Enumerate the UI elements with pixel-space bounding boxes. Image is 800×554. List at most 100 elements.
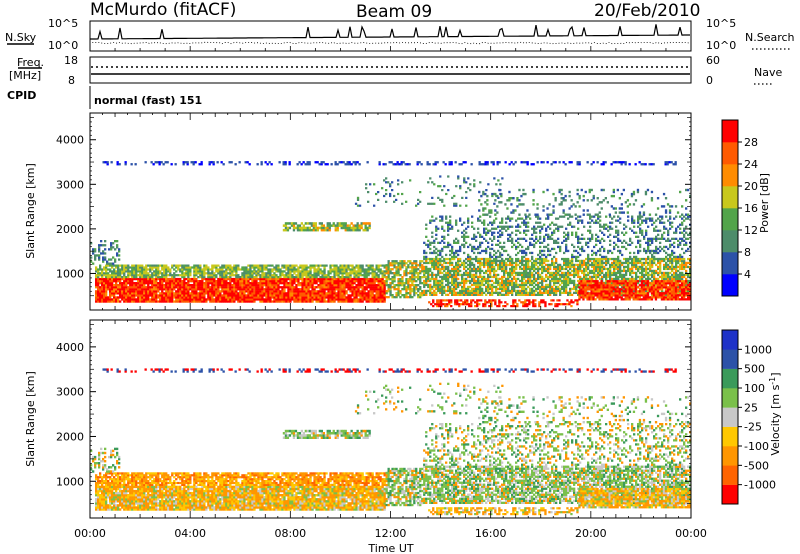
echo-cell [245, 274, 248, 277]
echo-cell [575, 287, 578, 291]
echo-cell [521, 291, 524, 294]
echo-cell [321, 294, 324, 297]
echo-cell [491, 283, 494, 287]
echo-cell [133, 264, 136, 267]
echo-cell [305, 270, 308, 273]
echo-cell [95, 294, 98, 297]
echo-cell [353, 277, 356, 281]
echo-cell [603, 257, 606, 261]
echo-cell [265, 272, 268, 275]
echo-cell [501, 259, 504, 263]
echo-cell [505, 257, 508, 261]
echo-cell [309, 292, 312, 295]
echo-cell [533, 277, 536, 281]
echo-cell [301, 280, 304, 283]
echo-cell [345, 292, 348, 295]
echo-cell [651, 269, 654, 273]
echo-cell [453, 255, 456, 259]
echo-cell [115, 277, 118, 281]
echo-cell [397, 270, 400, 273]
echo-cell [473, 283, 476, 287]
echo-cell [549, 275, 552, 279]
echo-cell [207, 290, 210, 293]
echo-cell [325, 286, 328, 289]
echo-cell [503, 275, 506, 279]
echo-cell [407, 280, 410, 283]
echo-cell [631, 263, 634, 267]
echo-cell [505, 261, 508, 265]
echo-cell [263, 292, 266, 295]
echo-cell [561, 275, 564, 279]
echo-cell [679, 289, 682, 293]
echo-cell [287, 277, 290, 281]
echo-cell [273, 286, 276, 289]
echo-cell [543, 291, 546, 294]
echo-cell [457, 273, 460, 277]
echo-cell [209, 268, 212, 271]
echo-cell [473, 293, 476, 296]
echo-cell [286, 228, 290, 232]
echo-cell [201, 268, 204, 271]
echo-cell [267, 277, 270, 281]
echo-cell [363, 270, 366, 273]
echo-cell [349, 284, 352, 287]
echo-cell [233, 284, 236, 287]
echo-cell [107, 277, 110, 281]
echo-cell [197, 280, 200, 283]
echo-cell [261, 292, 264, 295]
echo-cell [323, 284, 326, 287]
echo-cell [355, 272, 358, 275]
echo-cell [271, 296, 274, 299]
echo-cell [525, 279, 528, 283]
echo-cell [133, 282, 136, 285]
echo-cell [277, 292, 280, 295]
echo-cell [207, 276, 210, 279]
echo-cell [471, 261, 474, 265]
echo-cell [519, 261, 522, 265]
echo-cell [171, 282, 174, 285]
echo-cell [379, 290, 382, 293]
echo-cell [313, 272, 316, 275]
echo-cell [369, 266, 372, 269]
echo-cell [643, 281, 646, 285]
echo-cell [437, 289, 440, 293]
echo-cell [155, 296, 158, 299]
echo-cell [611, 257, 614, 261]
echo-cell [349, 276, 352, 279]
echo-cell [316, 226, 319, 230]
echo-cell [165, 298, 168, 301]
echo-cell [317, 284, 320, 287]
echo-cell [267, 276, 270, 279]
echo-cell [117, 276, 120, 279]
echo-cell [375, 274, 378, 277]
echo-cell [289, 296, 292, 299]
echo-cell [345, 276, 348, 279]
echo-cell [289, 264, 292, 267]
echo-cell [179, 288, 182, 291]
echo-cell [103, 268, 106, 271]
echo-cell [207, 268, 210, 271]
echo-cell [159, 286, 162, 289]
echo-cell [637, 261, 640, 265]
echo-cell [611, 281, 614, 285]
echo-cell [573, 265, 576, 269]
echo-cell [127, 294, 130, 297]
echo-cell [113, 274, 116, 277]
echo-cell [491, 269, 494, 273]
echo-cell [318, 226, 321, 230]
echo-cell [571, 261, 574, 265]
echo-cell [193, 284, 196, 287]
echo-cell [625, 285, 628, 289]
echo-cell [309, 282, 312, 285]
echo-cell [219, 292, 222, 295]
echo-cell [381, 274, 384, 277]
echo-cell [549, 265, 552, 269]
echo-cell [137, 270, 140, 273]
echo-cell [503, 263, 506, 267]
echo-cell [647, 289, 650, 293]
echo-cell [485, 289, 488, 293]
echo-cell [593, 267, 596, 271]
echo-cell [455, 255, 458, 259]
echo-cell [297, 292, 300, 295]
echo-cell [623, 275, 626, 279]
